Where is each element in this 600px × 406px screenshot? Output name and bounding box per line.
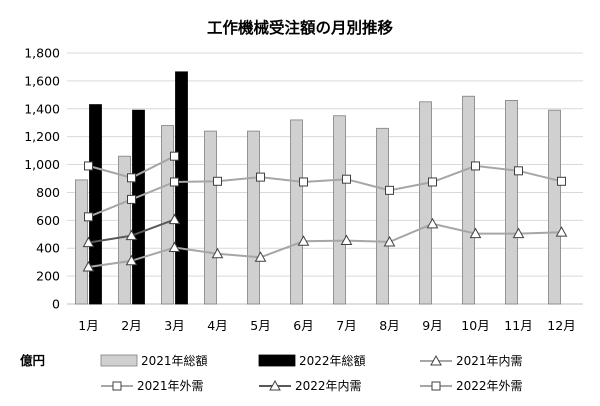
y-tick-label: 200: [36, 269, 60, 284]
x-tick-label: 7月: [336, 318, 356, 333]
bar-2021-total: [462, 95, 475, 305]
bar-2022-total: [132, 109, 145, 305]
bar-2021-total: [548, 109, 561, 305]
line-2021-domestic-point: [168, 241, 181, 253]
y-tick-label: 400: [36, 241, 60, 256]
line-2021-foreign-point: [428, 177, 437, 187]
x-tick-label: 3月: [164, 318, 184, 333]
legend-label: 2021年内需: [456, 354, 523, 368]
line-2021-foreign-point: [471, 161, 480, 171]
x-tick-label: 5月: [250, 318, 270, 333]
bar-2021-total: [161, 125, 174, 305]
line-2021-foreign-point: [514, 166, 523, 176]
x-tick-label: 8月: [379, 318, 399, 333]
y-tick-label: 600: [36, 213, 60, 228]
y-tick-label: 1,400: [24, 101, 60, 116]
line-2021-foreign-point: [557, 176, 566, 186]
bar-2021-total: [376, 127, 389, 305]
bar-2021-total: [290, 119, 303, 305]
y-tick-label: 0: [52, 297, 60, 312]
y-tick-label: 1,800: [24, 46, 60, 61]
line-2021-foreign-point: [256, 172, 265, 182]
line-2021-domestic-point: [297, 235, 310, 246]
line-2021-domestic-point: [469, 227, 482, 239]
y-axis-ticks: 0 200 400 600 800 1,000 1,200 1,400 1,600 1,800: [24, 46, 60, 312]
y-tick-label: 1,000: [24, 157, 60, 172]
line-2021-foreign-point: [299, 177, 308, 187]
line-2021-domestic-point: [211, 247, 224, 259]
bar-2022-total: [89, 104, 102, 305]
line-2021-foreign: [88, 164, 562, 218]
legend-label: 2021年外需: [137, 379, 204, 393]
line-2021-domestic-point: [254, 251, 267, 262]
bar-2021-total: [333, 115, 346, 305]
x-tick-label: 2月: [121, 318, 141, 333]
legend-marker: [430, 354, 442, 366]
legend-marker: [269, 379, 281, 391]
bar-2021-total: [118, 155, 131, 305]
line-2022-domestic-point: [168, 213, 181, 225]
bar-2022-total: [175, 71, 188, 305]
legend-swatch: [258, 354, 296, 367]
line-2021-domestic-point: [426, 217, 439, 229]
line-2021-foreign-point: [127, 194, 136, 204]
line-2021-foreign-point: [385, 185, 394, 195]
line-2021-domestic-point: [340, 234, 353, 246]
line-2022-foreign-point: [170, 151, 179, 161]
bar-2021-total: [204, 130, 217, 305]
line-layer: [82, 151, 568, 272]
line-2021-foreign-point: [84, 212, 93, 222]
x-tick-label: 10月: [461, 318, 489, 333]
line-2021-foreign-point: [213, 176, 222, 186]
legend-label: 2021年総額: [141, 354, 208, 368]
x-axis-ticks: 1月 2月 3月 4月 5月 6月 7月 8月 9月 10月 11月 12月: [78, 318, 575, 333]
x-tick-label: 4月: [207, 318, 227, 333]
x-tick-label: 9月: [422, 318, 442, 333]
bar-2021-total: [247, 130, 260, 305]
line-2021-foreign-point: [170, 177, 179, 187]
legend: 2021年総額 2022年総額 2021年内需 2021年外需 2022年内需 2022年…: [100, 354, 523, 393]
line-2022-foreign-point: [84, 161, 93, 171]
grid-layer: [67, 52, 583, 305]
legend-label: 2022年内需: [295, 379, 362, 393]
line-2022-domestic-point: [125, 229, 138, 241]
bar-2021-total: [419, 101, 432, 305]
bar-layer: [75, 71, 561, 305]
x-tick-label: 12月: [547, 318, 575, 333]
legend-marker: [431, 381, 441, 391]
legend-marker: [112, 381, 122, 391]
unit-label: 億円: [20, 353, 45, 368]
legend-label: 2022年総額: [299, 354, 366, 368]
line-2022-foreign-point: [127, 173, 136, 183]
line-2021-domestic-point: [125, 254, 138, 266]
legend-swatch: [100, 354, 138, 367]
legend-label: 2022年外需: [456, 379, 523, 393]
chart-title: 工作機械受注額の月別推移: [207, 18, 394, 37]
line-2021-domestic-point: [383, 235, 396, 247]
x-tick-label: 1月: [78, 318, 98, 333]
line-2021-domestic-point: [82, 261, 95, 272]
y-tick-label: 1,200: [24, 129, 60, 144]
y-tick-label: 1,600: [24, 73, 60, 88]
line-2021-domestic: [88, 222, 562, 268]
y-tick-label: 800: [36, 185, 60, 200]
x-tick-label: 6月: [293, 318, 313, 333]
line-2022-domestic-point: [82, 236, 95, 248]
bar-2021-total: [505, 100, 518, 305]
line-2021-domestic-point: [512, 227, 525, 239]
x-tick-label: 11月: [504, 318, 532, 333]
line-2021-domestic-point: [555, 226, 568, 237]
line-2021-foreign-point: [342, 174, 351, 184]
